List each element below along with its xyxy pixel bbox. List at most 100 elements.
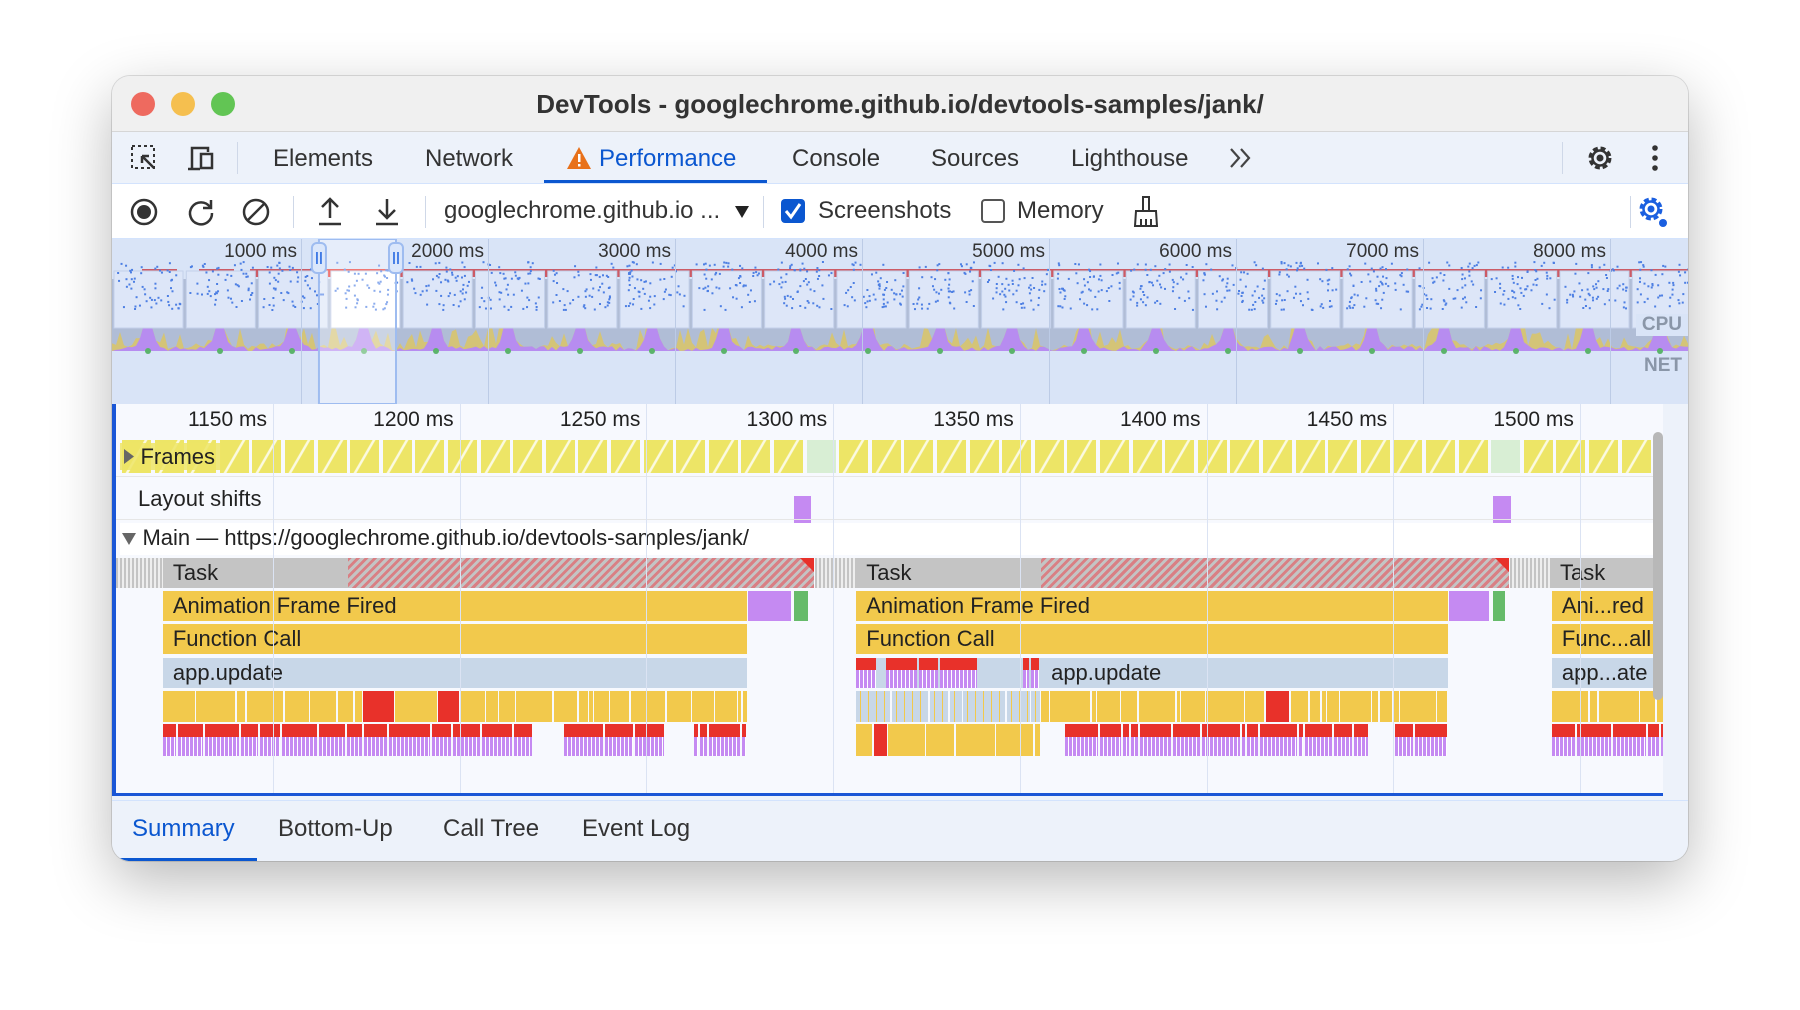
- animation-frame-fired-bar[interactable]: Animation Frame Fired: [162, 591, 748, 621]
- frames-track[interactable]: [116, 440, 1663, 473]
- call-frame[interactable]: [692, 691, 714, 722]
- frame[interactable]: [774, 440, 803, 473]
- call-frame[interactable]: [1241, 724, 1245, 756]
- call-frame[interactable]: [1022, 658, 1030, 688]
- call-frame[interactable]: [1265, 691, 1290, 722]
- call-frame[interactable]: [1246, 724, 1258, 756]
- tab-console[interactable]: Console: [792, 145, 881, 172]
- frame[interactable]: [285, 440, 314, 473]
- frame[interactable]: [1393, 440, 1423, 473]
- frame[interactable]: [252, 440, 282, 473]
- call-frame[interactable]: [1379, 691, 1393, 722]
- call-frame[interactable]: [499, 691, 515, 722]
- frame[interactable]: [1426, 440, 1455, 473]
- call-frame[interactable]: [177, 724, 203, 756]
- call-frame[interactable]: [1131, 724, 1139, 756]
- maximize-window-button[interactable]: [211, 92, 235, 116]
- call-frame[interactable]: [1598, 691, 1639, 722]
- call-frame[interactable]: [1640, 691, 1656, 722]
- page-select[interactable]: googlechrome.github.io ...: [444, 197, 721, 224]
- call-frame[interactable]: [432, 724, 452, 756]
- tab-bottom-up[interactable]: Bottom-Up: [278, 815, 393, 842]
- call-frame[interactable]: [1100, 724, 1122, 756]
- call-frame[interactable]: [1551, 724, 1576, 756]
- call-frame[interactable]: [891, 691, 929, 722]
- call-frame[interactable]: [1393, 691, 1399, 722]
- call-frame[interactable]: [996, 724, 1034, 756]
- rendering-bar[interactable]: [748, 591, 792, 621]
- frame[interactable]: [839, 440, 869, 473]
- call-frame[interactable]: [1400, 691, 1436, 722]
- call-frame[interactable]: [1031, 658, 1040, 688]
- collapse-triangle-icon[interactable]: [120, 523, 138, 553]
- function-call-bar[interactable]: Func...all: [1551, 624, 1663, 654]
- frame[interactable]: [1165, 440, 1195, 473]
- dropdown-arrow-icon[interactable]: [733, 204, 751, 220]
- call-frame[interactable]: [929, 691, 949, 722]
- call-frame[interactable]: [162, 724, 176, 756]
- call-frame[interactable]: [1201, 724, 1240, 756]
- call-frame[interactable]: [486, 691, 498, 722]
- frame[interactable]: [1100, 440, 1129, 473]
- call-frame[interactable]: [955, 724, 995, 756]
- garbage-collect-broom-icon[interactable]: [1132, 195, 1160, 229]
- call-frame[interactable]: [246, 691, 284, 722]
- call-frame[interactable]: [1589, 691, 1598, 722]
- call-frame[interactable]: [742, 724, 747, 756]
- call-frame[interactable]: [1097, 691, 1120, 722]
- flame-chart[interactable]: 1150 ms 1200 ms 1250 ms 1300 ms 1350 ms 1400 …: [112, 404, 1663, 796]
- call-frame[interactable]: [1372, 691, 1379, 722]
- inspect-element-icon[interactable]: [130, 144, 158, 172]
- task-bar[interactable]: Task: [162, 558, 814, 588]
- call-frame[interactable]: [513, 724, 532, 756]
- call-frame[interactable]: [742, 691, 747, 722]
- frame[interactable]: [578, 440, 608, 473]
- call-frame[interactable]: [1140, 724, 1171, 756]
- tab-performance[interactable]: Performance: [599, 145, 737, 172]
- minimize-window-button[interactable]: [171, 92, 195, 116]
- call-frame[interactable]: [284, 691, 309, 722]
- call-frame[interactable]: [699, 724, 707, 756]
- call-frame[interactable]: [693, 724, 698, 756]
- call-frame[interactable]: [337, 691, 354, 722]
- frames-track-header[interactable]: Frames: [120, 443, 222, 470]
- call-frame[interactable]: [1321, 691, 1326, 722]
- clear-icon[interactable]: [241, 197, 271, 227]
- call-frame[interactable]: [1613, 724, 1646, 756]
- call-frame[interactable]: [1031, 691, 1040, 722]
- frame[interactable]: [1132, 440, 1162, 473]
- frame[interactable]: [871, 440, 901, 473]
- call-frame[interactable]: [460, 691, 485, 722]
- call-frame[interactable]: [1656, 691, 1663, 722]
- call-frame[interactable]: [354, 691, 362, 722]
- frame[interactable]: [741, 440, 771, 473]
- call-frame[interactable]: [1034, 724, 1040, 756]
- frame[interactable]: [676, 440, 706, 473]
- frame[interactable]: [1328, 440, 1358, 473]
- call-frame[interactable]: [389, 724, 431, 756]
- call-frame[interactable]: [949, 691, 962, 722]
- memory-checkbox[interactable]: [981, 199, 1005, 223]
- call-frame[interactable]: [241, 724, 258, 756]
- frame[interactable]: [545, 440, 575, 473]
- call-frame[interactable]: [282, 724, 318, 756]
- frame[interactable]: [350, 440, 380, 473]
- rendering-bar[interactable]: [1448, 591, 1490, 621]
- call-frame[interactable]: [204, 724, 240, 756]
- painting-bar[interactable]: [794, 591, 809, 621]
- call-frame[interactable]: [635, 724, 665, 756]
- timeline-overview[interactable]: CPU NET 1000 ms 2000 ms 3000 ms 4000 ms 5000…: [112, 239, 1688, 404]
- call-frame[interactable]: [926, 724, 955, 756]
- frame[interactable]: [219, 440, 249, 473]
- device-toolbar-icon[interactable]: [186, 144, 216, 172]
- frame[interactable]: [513, 440, 543, 473]
- call-frame[interactable]: [346, 724, 363, 756]
- call-frame[interactable]: [1353, 724, 1369, 756]
- tab-sources[interactable]: Sources: [931, 145, 1020, 172]
- layout-shift-marker[interactable]: [794, 496, 811, 526]
- frame[interactable]: [708, 440, 738, 473]
- call-frame[interactable]: [589, 691, 593, 722]
- settings-gear-icon[interactable]: [1584, 142, 1616, 174]
- call-frame[interactable]: [438, 691, 460, 722]
- frame[interactable]: [1621, 440, 1651, 473]
